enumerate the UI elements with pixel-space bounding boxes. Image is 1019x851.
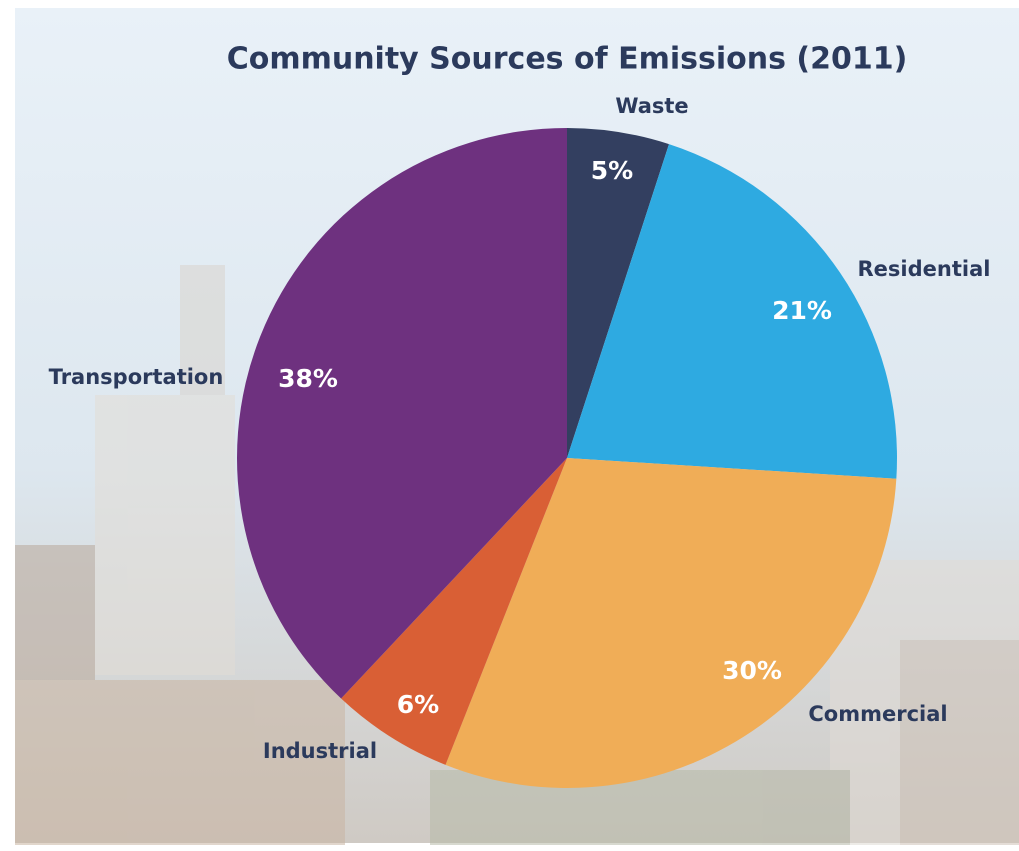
value-label: 21% <box>772 296 832 325</box>
slice-label: Commercial <box>808 702 947 726</box>
pie-slice <box>341 458 567 765</box>
value-label: 6% <box>397 690 439 719</box>
slice-label: Waste <box>615 94 688 118</box>
pie-slice <box>237 127 567 699</box>
pie-slice <box>445 458 897 788</box>
pie-slice <box>567 144 897 479</box>
value-label: 5% <box>591 156 633 185</box>
value-label: 38% <box>278 364 338 393</box>
pie: Waste 5% Residential 21% Commercial 30% Indust… <box>49 94 991 788</box>
slice-label: Residential <box>858 257 991 281</box>
city-backdrop <box>15 265 1019 845</box>
value-label: 30% <box>722 656 782 685</box>
pie-slice <box>567 128 669 458</box>
slice-label: Transportation <box>49 365 224 389</box>
slice-label: Industrial <box>263 739 377 763</box>
chart-title: Community Sources of Emissions (2011) <box>227 42 908 77</box>
